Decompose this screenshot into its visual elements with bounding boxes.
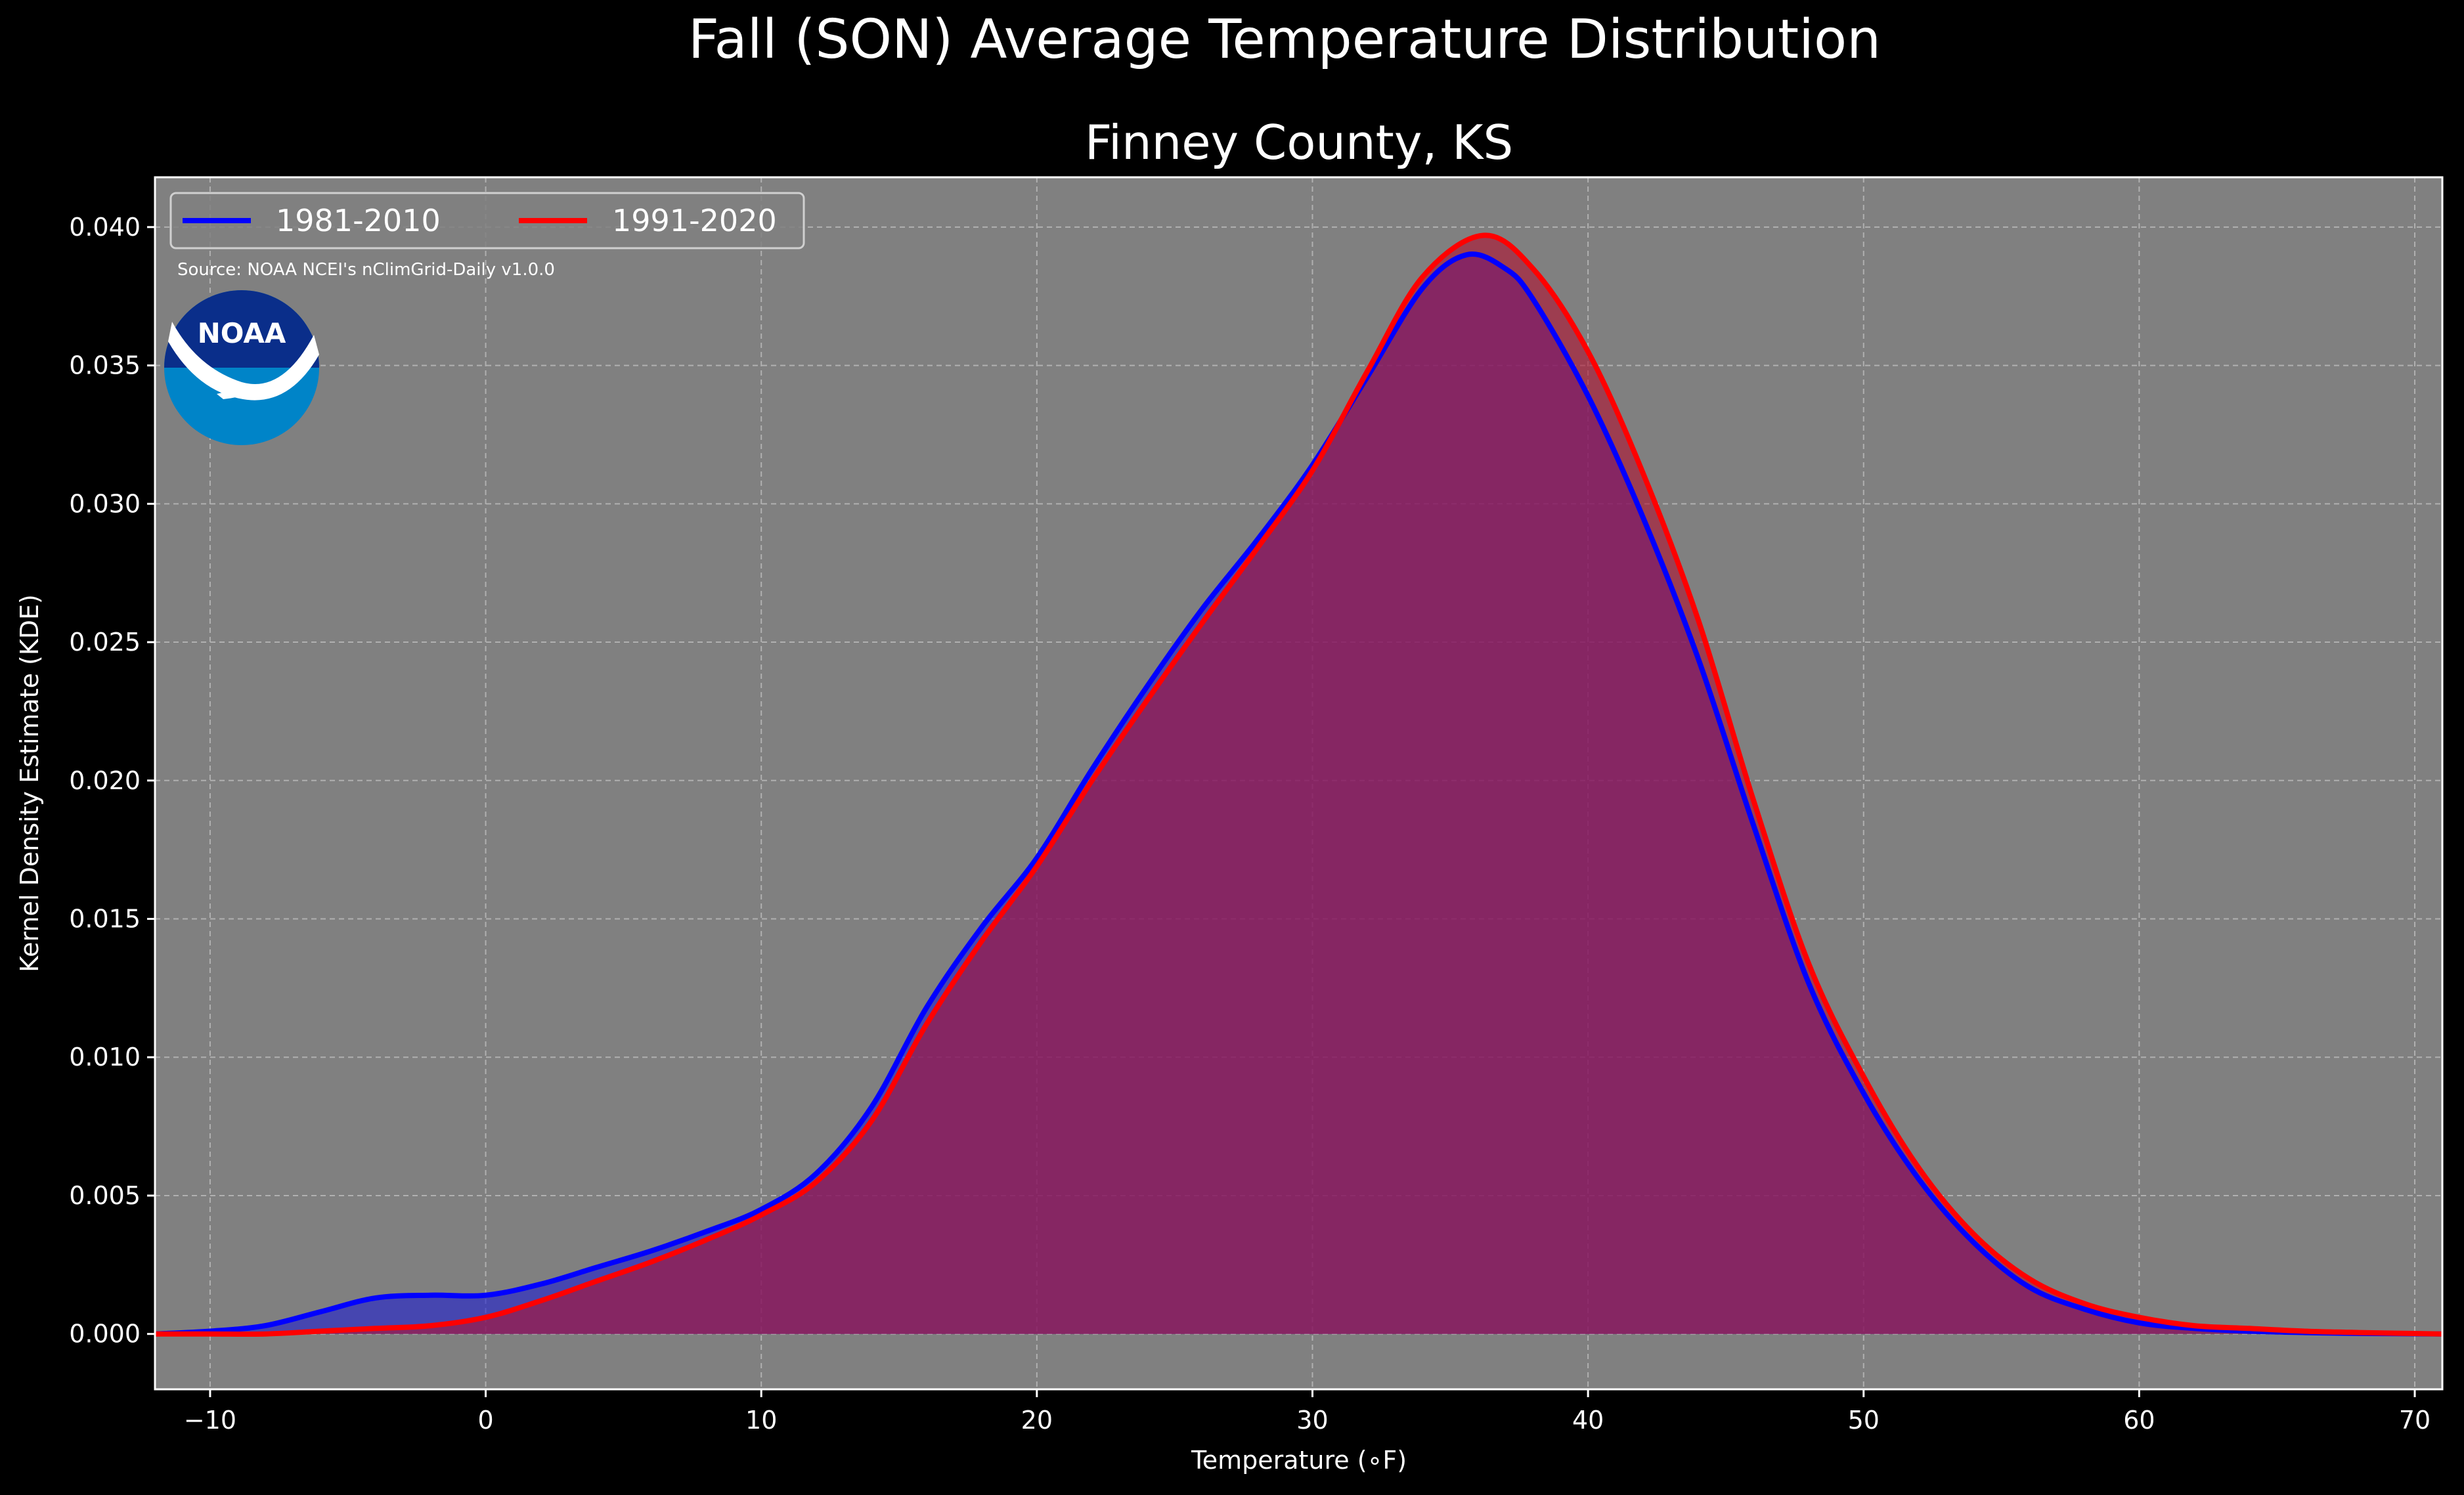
y-tick-label: 0.010 [69, 1043, 141, 1072]
x-tick-label: 10 [745, 1406, 777, 1435]
noaa-logo: NOAA [164, 290, 319, 445]
y-tick-label: 0.030 [69, 489, 141, 518]
chart-title: Fall (SON) Average Temperature Distribut… [688, 9, 1881, 71]
y-tick-label: 0.040 [69, 213, 141, 242]
noaa-logo-text: NOAA [198, 317, 286, 349]
legend-label-1991-2020: 1991-2020 [612, 203, 777, 238]
y-tick-label: 0.025 [69, 628, 141, 657]
chart-subtitle: Finney County, KS [1085, 115, 1513, 170]
x-tick-label: −10 [184, 1406, 236, 1435]
y-axis-label: Kernel Density Estimate (KDE) [15, 594, 44, 972]
area-1991-2020 [155, 235, 2442, 1335]
x-tick-label: 70 [2399, 1406, 2431, 1435]
legend: 1981-2010 1991-2020 [169, 192, 805, 249]
x-tick-label: 30 [1296, 1406, 1328, 1435]
x-tick-label: 40 [1572, 1406, 1604, 1435]
source-annotation: Source: NOAA NCEI's nClimGrid-Daily v1.0… [177, 260, 555, 280]
y-tick-label: 0.020 [69, 766, 141, 795]
x-tick-label: 20 [1021, 1406, 1053, 1435]
x-tick-label: 60 [2123, 1406, 2155, 1435]
y-tick-label: 0.035 [69, 351, 141, 380]
line-1991-2020 [155, 232, 2442, 1337]
x-tick-label: 0 [477, 1406, 493, 1435]
x-axis: −10 0 10 20 30 40 50 60 70 [184, 1389, 2431, 1435]
plot-frame [154, 176, 2444, 1391]
y-tick-label: 0.000 [69, 1320, 141, 1349]
legend-box [169, 192, 805, 249]
y-tick-label: 0.015 [69, 905, 141, 934]
x-axis-label: Temperature (∘F) [1191, 1446, 1407, 1475]
y-axis: 0.000 0.005 0.010 0.015 0.020 0.025 0.030 0.035… [69, 213, 155, 1349]
x-tick-label: 50 [1848, 1406, 1880, 1435]
legend-label-1981-2010: 1981-2010 [276, 203, 441, 238]
y-tick-label: 0.005 [69, 1181, 141, 1210]
series-layer [155, 232, 2442, 1337]
